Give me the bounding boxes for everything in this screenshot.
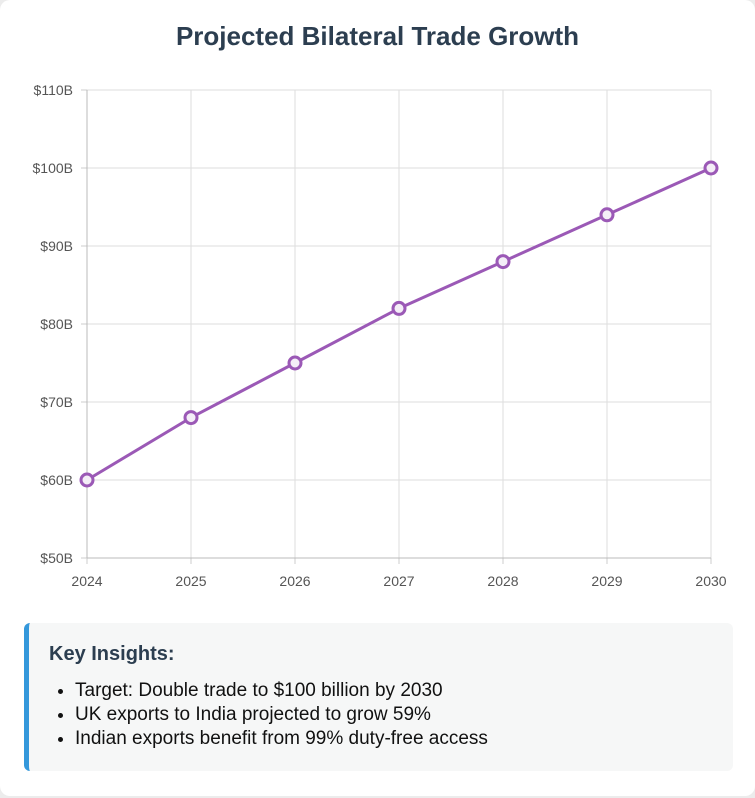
insight-item: UK exports to India projected to grow 59… [75,703,488,727]
y-tick-label: $60B [40,472,73,488]
line-chart: $50B$60B$70B$80B$90B$100B$110B 2024 2025 2… [33,82,727,589]
data-point[interactable] [703,160,719,176]
insight-item: Target: Double trade to $100 billion by … [75,679,488,703]
chart-grid [81,89,712,564]
data-point[interactable] [183,410,199,426]
data-point[interactable] [79,472,95,488]
y-tick-label: $50B [40,550,73,566]
x-tick-label: 2024 [71,573,102,589]
x-tick-label: 2026 [279,573,310,589]
data-point[interactable] [391,300,407,316]
y-tick-label: $90B [40,238,73,254]
y-axis-ticks: $50B $60B $70B $80B $90B $100B $110B [33,82,73,566]
x-axis-ticks: 2024 2025 2026 2027 2028 2029 2030 [71,573,726,589]
x-tick-label: 2029 [591,573,622,589]
insight-item: Indian exports benefit from 99% duty-fre… [75,727,488,751]
data-point[interactable] [287,355,303,371]
x-tick-label: 2027 [383,573,414,589]
x-tick-label: 2030 [695,573,726,589]
x-tick-label: 2025 [175,573,206,589]
chart-title: Projected Bilateral Trade Growth [175,21,580,51]
data-point[interactable] [495,254,511,270]
insights-heading: Key Insights: [49,643,175,665]
y-tick-label: $100B [33,160,73,176]
y-tick-label: $70B [40,394,73,410]
insights-list: Target: Double trade to $100 billion by … [29,679,488,751]
key-insights-panel: Key Insights: Target: Double trade to $1… [24,623,733,771]
y-tick-label: $80B [40,316,73,332]
series-layer [79,160,719,488]
y-tick-label: $110B [34,82,73,98]
data-point[interactable] [599,207,615,223]
x-tick-label: 2028 [487,573,518,589]
